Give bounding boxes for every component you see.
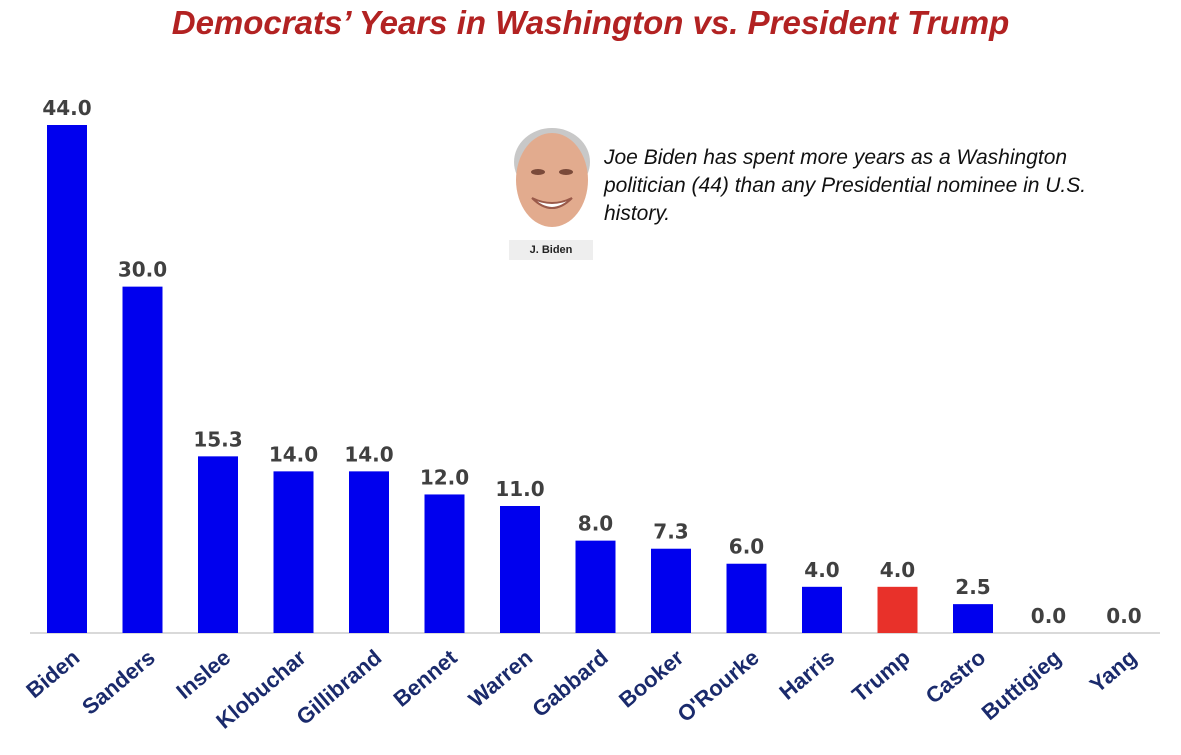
value-label-bennet: 12.0 [420,465,469,489]
value-label-buttigieg: 0.0 [1031,604,1066,628]
category-label-orourke: O'Rourke [672,645,763,727]
category-label-booker: Booker [614,644,688,712]
category-label-gabbard: Gabbard [527,645,612,722]
value-label-klobuchar: 14.0 [269,442,318,466]
value-label-sanders: 30.0 [118,258,167,282]
value-label-inslee: 15.3 [193,427,242,451]
portrait-caption: J. Biden [509,240,593,260]
category-label-trump: Trump [847,645,915,707]
value-label-harris: 4.0 [804,558,839,582]
bar-trump [877,586,918,633]
category-label-yang: Yang [1085,645,1141,698]
category-label-buttigieg: Buttigieg [977,645,1066,725]
bar-bennet [424,494,465,633]
chart-title: Democrats’ Years in Washington vs. Presi… [171,4,1010,41]
category-label-inslee: Inslee [171,645,235,704]
value-label-biden: 44.0 [42,96,91,120]
category-label-gillibrand: Gillibrand [291,645,386,730]
category-label-harris: Harris [774,645,839,705]
chart-annotation: Joe Biden has spent more years as a Wash… [604,146,1087,225]
category-label-warren: Warren [464,645,538,712]
bar-sanders [122,286,163,633]
value-label-castro: 2.5 [955,575,990,599]
bar-klobuchar [273,471,314,633]
bar-castro [953,604,993,633]
value-label-booker: 7.3 [653,520,688,544]
bar-gabbard [575,540,616,633]
value-label-orourke: 6.0 [729,535,764,559]
category-label-castro: Castro [921,645,990,709]
value-label-trump: 4.0 [880,558,915,582]
bar-inslee [198,456,238,633]
value-label-gabbard: 8.0 [578,512,613,536]
category-label-biden: Biden [21,645,84,703]
bar-orourke [726,563,767,633]
category-label-bennet: Bennet [389,644,463,712]
value-label-gillibrand: 14.0 [344,442,393,466]
value-label-yang: 0.0 [1106,604,1141,628]
bar-booker [651,548,691,633]
bars-group [47,125,993,633]
bar-harris [802,586,842,633]
value-labels-group: 44.0 30.0 15.3 14.0 14.0 12.0 11.0 8.0 7.3 6.0 4.0… [42,96,1141,628]
bar-warren [500,506,540,633]
biden-portrait-image [505,124,599,262]
value-label-warren: 11.0 [495,477,544,501]
bar-gillibrand [349,471,389,633]
bar-biden [47,125,87,633]
category-label-sanders: Sanders [77,645,160,720]
